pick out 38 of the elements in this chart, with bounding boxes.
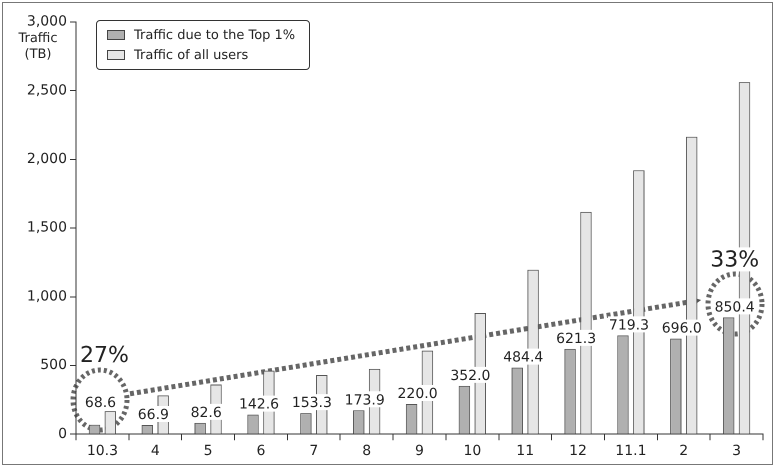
x-tick-label: 2 bbox=[679, 443, 688, 460]
x-tick-label: 8 bbox=[362, 443, 372, 460]
y-tick-label: 0 bbox=[58, 426, 67, 442]
data-label: 484.4 bbox=[503, 350, 544, 366]
y-tick-label: 2,000 bbox=[26, 151, 67, 168]
y-tick-label: 2,500 bbox=[26, 82, 67, 98]
data-label: 696.0 bbox=[662, 320, 702, 337]
data-label: 68.6 bbox=[84, 395, 116, 412]
y-tick-label: 3,000 bbox=[26, 14, 67, 30]
x-tick-label: 7 bbox=[309, 443, 318, 460]
data-label: 173.9 bbox=[344, 392, 385, 408]
data-label: 220.0 bbox=[398, 386, 438, 402]
x-tick-label: 5 bbox=[204, 443, 213, 460]
x-tick-label: 6 bbox=[256, 443, 266, 460]
legend-label: Traffic due to the Top 1% bbox=[134, 28, 296, 42]
data-label: 621.3 bbox=[556, 330, 596, 347]
annotation: 27% bbox=[80, 343, 129, 368]
y-tick-label: 1,000 bbox=[26, 288, 67, 304]
legend-label: Traffic of all users bbox=[134, 48, 248, 62]
x-tick-label: 10.3 bbox=[86, 443, 118, 460]
y-tick-label: 1,500 bbox=[26, 220, 67, 236]
data-label: 142.6 bbox=[238, 396, 280, 413]
y-tick-label: 500 bbox=[40, 357, 67, 374]
data-label: 850.4 bbox=[714, 299, 755, 316]
x-tick-label: 10 bbox=[463, 443, 482, 460]
data-label: 352.0 bbox=[450, 368, 490, 384]
data-label: 719.3 bbox=[608, 317, 650, 334]
x-tick-label: 12 bbox=[569, 443, 587, 460]
x-tick-label: 4 bbox=[150, 443, 160, 460]
y-axis-title: Traffic (TB) bbox=[17, 31, 58, 62]
data-label: 66.9 bbox=[138, 407, 169, 424]
x-tick-label: 11 bbox=[516, 443, 534, 460]
data-label: 82.6 bbox=[190, 404, 222, 421]
data-label: 153.3 bbox=[292, 395, 332, 412]
x-tick-label: 3 bbox=[732, 443, 742, 460]
x-tick-label: 9 bbox=[415, 443, 424, 460]
annotation: 33% bbox=[710, 247, 760, 272]
x-tick-label: 11.1 bbox=[615, 443, 646, 460]
